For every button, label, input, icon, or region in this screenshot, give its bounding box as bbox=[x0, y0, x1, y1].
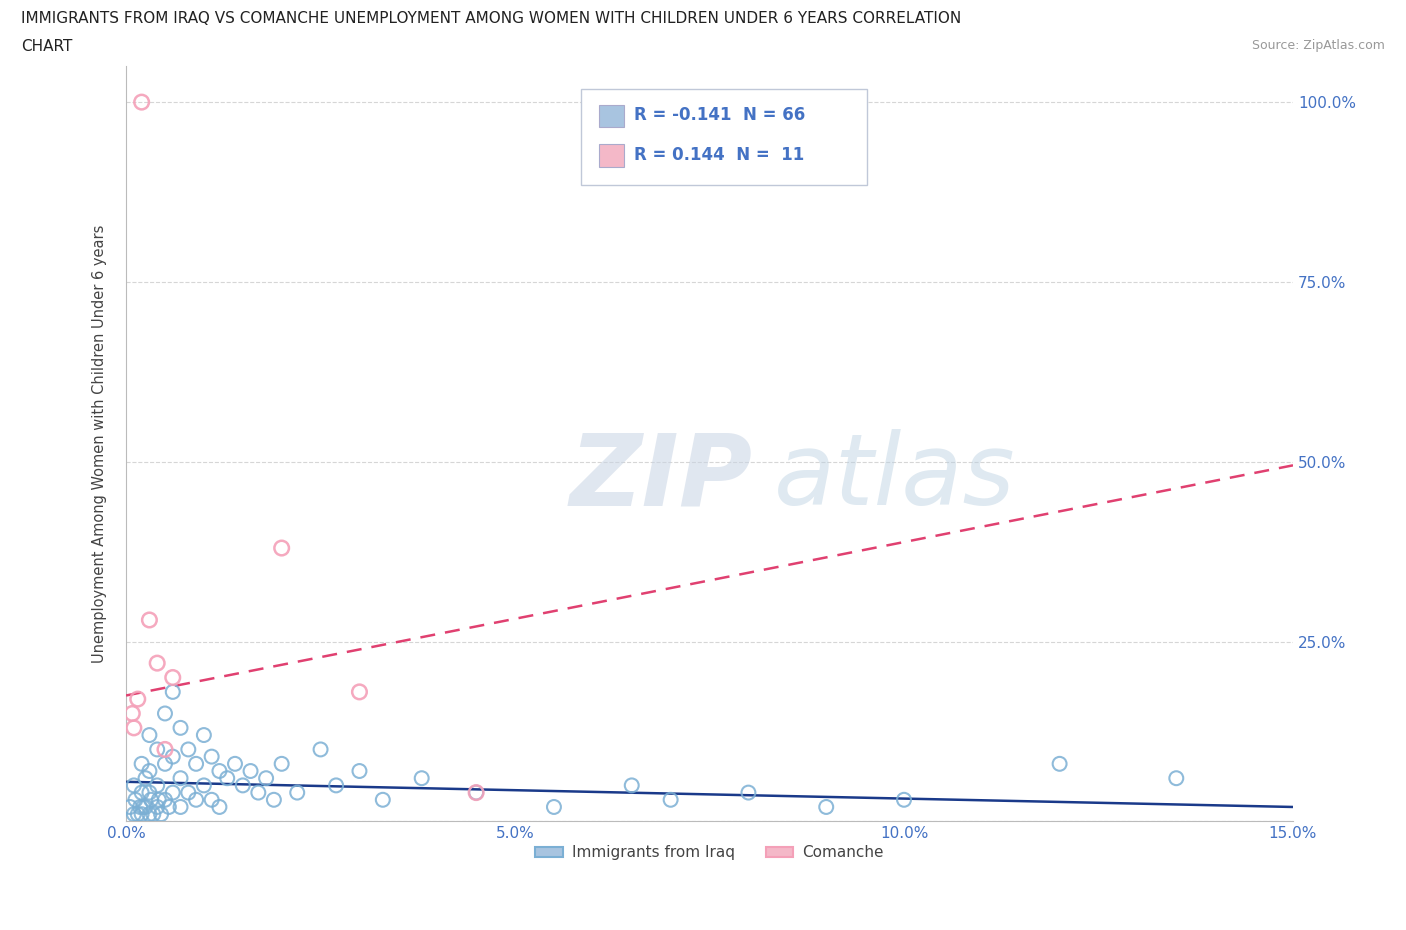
Point bbox=[148, 792, 170, 807]
Point bbox=[411, 771, 433, 786]
Point bbox=[169, 800, 191, 815]
Point bbox=[177, 785, 200, 800]
Text: R = -0.141  N = 66: R = -0.141 N = 66 bbox=[634, 106, 806, 125]
Text: Source: ZipAtlas.com: Source: ZipAtlas.com bbox=[1251, 39, 1385, 52]
Point bbox=[127, 806, 149, 821]
Point bbox=[146, 800, 169, 815]
Point bbox=[153, 756, 176, 771]
Point bbox=[146, 656, 169, 671]
Point bbox=[150, 806, 173, 821]
Point bbox=[201, 750, 224, 764]
Point bbox=[131, 785, 153, 800]
Point bbox=[217, 771, 239, 786]
Point bbox=[129, 800, 152, 815]
Point bbox=[139, 792, 162, 807]
Point bbox=[153, 706, 176, 721]
Point bbox=[118, 800, 141, 815]
Point bbox=[142, 806, 165, 821]
Point bbox=[124, 792, 146, 807]
Point bbox=[543, 800, 565, 815]
Point bbox=[162, 671, 184, 685]
Point bbox=[184, 792, 207, 807]
Point bbox=[620, 778, 643, 793]
Point bbox=[146, 742, 169, 757]
Point bbox=[135, 800, 157, 815]
Point bbox=[138, 785, 160, 800]
Point bbox=[371, 792, 394, 807]
Point bbox=[131, 95, 153, 110]
Point bbox=[224, 756, 246, 771]
Point bbox=[122, 778, 145, 793]
Point bbox=[270, 756, 292, 771]
Point bbox=[138, 764, 160, 778]
Point bbox=[122, 806, 145, 821]
Text: atlas: atlas bbox=[773, 430, 1015, 526]
Point bbox=[465, 785, 488, 800]
Point bbox=[162, 750, 184, 764]
Point bbox=[815, 800, 838, 815]
Point bbox=[201, 792, 224, 807]
Point bbox=[193, 778, 215, 793]
Point bbox=[465, 785, 488, 800]
Point bbox=[162, 684, 184, 699]
Text: R = 0.144  N =  11: R = 0.144 N = 11 bbox=[634, 145, 804, 164]
Point bbox=[659, 792, 682, 807]
Point bbox=[193, 727, 215, 742]
Point bbox=[737, 785, 759, 800]
Point bbox=[893, 792, 915, 807]
Point bbox=[247, 785, 270, 800]
Point bbox=[325, 778, 347, 793]
Point bbox=[131, 806, 153, 821]
Point bbox=[121, 706, 143, 721]
Point bbox=[232, 778, 254, 793]
Point bbox=[153, 742, 176, 757]
Point bbox=[270, 540, 292, 555]
Point bbox=[239, 764, 262, 778]
FancyBboxPatch shape bbox=[581, 88, 868, 185]
Y-axis label: Unemployment Among Women with Children Under 6 years: Unemployment Among Women with Children U… bbox=[93, 224, 107, 663]
Point bbox=[146, 778, 169, 793]
Text: CHART: CHART bbox=[21, 39, 73, 54]
Point bbox=[153, 792, 176, 807]
Point bbox=[1049, 756, 1071, 771]
Point bbox=[208, 764, 231, 778]
Point bbox=[349, 684, 371, 699]
Point bbox=[184, 756, 207, 771]
Point bbox=[138, 806, 160, 821]
Point bbox=[162, 785, 184, 800]
Text: IMMIGRANTS FROM IRAQ VS COMANCHE UNEMPLOYMENT AMONG WOMEN WITH CHILDREN UNDER 6 : IMMIGRANTS FROM IRAQ VS COMANCHE UNEMPLO… bbox=[21, 11, 962, 26]
Point bbox=[254, 771, 277, 786]
Point bbox=[131, 756, 153, 771]
Point bbox=[349, 764, 371, 778]
Point bbox=[177, 742, 200, 757]
Point bbox=[122, 721, 145, 736]
Point bbox=[132, 800, 155, 815]
Point bbox=[285, 785, 308, 800]
Bar bbox=[599, 144, 624, 166]
Point bbox=[169, 771, 191, 786]
Point bbox=[157, 800, 180, 815]
Point bbox=[208, 800, 231, 815]
Point bbox=[309, 742, 332, 757]
Legend: Immigrants from Iraq, Comanche: Immigrants from Iraq, Comanche bbox=[529, 840, 890, 867]
Point bbox=[138, 727, 160, 742]
Point bbox=[169, 721, 191, 736]
Point bbox=[1166, 771, 1188, 786]
Point bbox=[135, 771, 157, 786]
Bar bbox=[599, 105, 624, 127]
Text: ZIP: ZIP bbox=[569, 430, 752, 526]
Point bbox=[138, 613, 160, 628]
Point bbox=[263, 792, 285, 807]
Point bbox=[127, 692, 149, 707]
